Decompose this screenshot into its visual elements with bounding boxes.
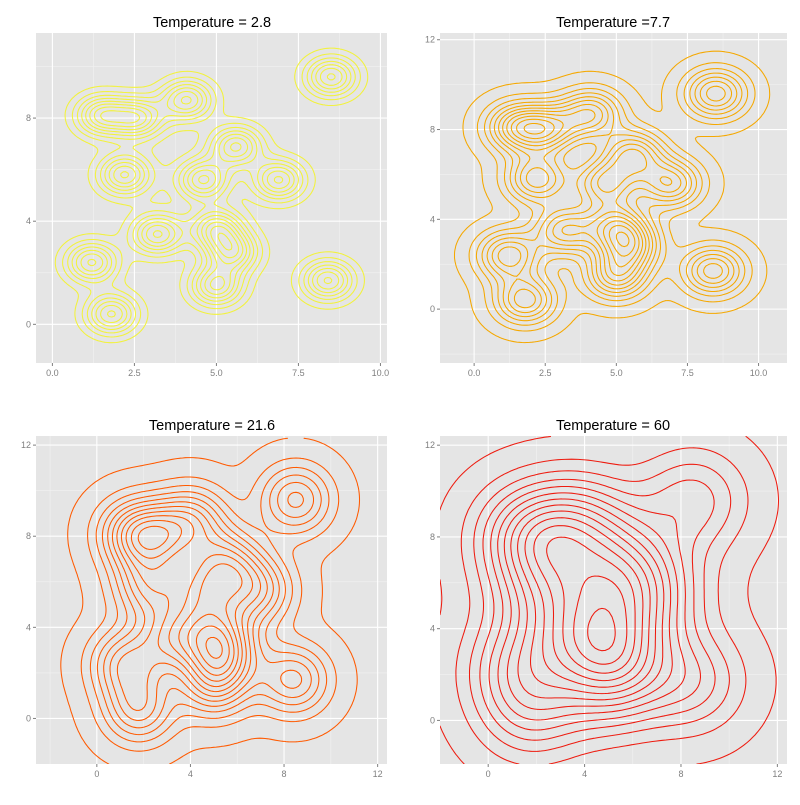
panel-title: Temperature = 21.6 — [149, 418, 275, 434]
contour-level-8 — [510, 504, 665, 701]
y-tick-label: 8 — [26, 113, 31, 123]
x-tick-label: 0 — [486, 769, 491, 779]
contour-level-5 — [103, 481, 315, 729]
contour-level-3 — [468, 463, 732, 752]
x-tick-label: 0 — [94, 769, 99, 779]
contour-level-6 — [497, 492, 686, 721]
contour-level-7 — [87, 73, 336, 318]
panel-1: Temperature = 2.8 0.0 2.5 5.0 7.5 10.0 0 4 8 — [26, 15, 389, 378]
contour-level-7 — [116, 505, 268, 711]
panel-title: Temperature = 60 — [556, 418, 670, 434]
contour-level-8 — [100, 110, 240, 259]
contour-level-13 — [205, 636, 223, 659]
contour-lines — [453, 50, 771, 344]
contour-level-4 — [71, 60, 352, 331]
contour-level-6 — [80, 67, 343, 324]
contour-level-6 — [491, 80, 733, 314]
contour-level-1 — [453, 50, 771, 344]
contour-level-4 — [481, 72, 743, 322]
panel-3: Temperature = 21.6 0 4 8 12 0 4 8 12 — [21, 418, 387, 779]
contour-level-2 — [468, 62, 756, 332]
contour-level-1 — [54, 47, 369, 344]
contour-level-9 — [510, 115, 644, 277]
contour-level-3 — [475, 67, 749, 326]
x-tick-label: 10.0 — [372, 368, 390, 378]
x-tick-label: 5.0 — [210, 368, 223, 378]
y-tick-label: 12 — [21, 440, 31, 450]
contour-level-12 — [195, 625, 230, 669]
contour-level-5 — [488, 485, 702, 731]
panel-background — [36, 33, 387, 363]
y-tick-label: 8 — [430, 125, 435, 135]
y-tick-label: 4 — [26, 622, 31, 632]
contour-level-6 — [109, 491, 304, 722]
x-tick-label: 7.5 — [681, 368, 694, 378]
contour-level-9 — [217, 232, 233, 251]
contour-level-3 — [89, 466, 330, 743]
contour-level-2 — [80, 457, 340, 752]
contour-lines — [60, 437, 361, 764]
x-tick-label: 2.5 — [539, 368, 552, 378]
panel-background — [440, 33, 787, 363]
contour-level-9 — [517, 510, 658, 695]
y-tick-label: 8 — [26, 531, 31, 541]
contour-level-11 — [523, 122, 636, 257]
y-tick-label: 4 — [430, 214, 435, 224]
contour-level-10 — [516, 118, 640, 268]
x-tick-label: 7.5 — [292, 368, 305, 378]
x-tick-label: 8 — [282, 769, 287, 779]
y-tick-label: 4 — [26, 216, 31, 226]
contour-level-10 — [524, 517, 651, 688]
contour-level-2 — [62, 53, 361, 338]
contour-lines — [440, 436, 780, 764]
contour-level-9 — [125, 515, 254, 688]
panel-background — [36, 436, 387, 764]
x-tick-label: 0.0 — [468, 368, 481, 378]
y-tick-label: 0 — [26, 319, 31, 329]
x-tick-label: 4 — [188, 769, 193, 779]
y-tick-label: 12 — [425, 440, 435, 450]
x-tick-label: 2.5 — [128, 368, 141, 378]
contour-level-11 — [137, 525, 235, 676]
x-tick-label: 4 — [582, 769, 587, 779]
contour-level-1 — [60, 437, 361, 764]
contour-level-8 — [120, 510, 262, 693]
panel-background — [440, 436, 787, 764]
contour-level-1 — [440, 436, 780, 764]
y-tick-label: 4 — [430, 624, 435, 634]
contour-level-7 — [503, 498, 673, 711]
contour-level-5 — [486, 76, 738, 318]
contour-level-13 — [573, 575, 628, 665]
y-tick-label: 0 — [26, 713, 31, 723]
panel-2: Temperature =7.7 0.0 2.5 5.0 7.5 10.0 0 4 8 12 — [425, 15, 787, 378]
x-tick-label: 0.0 — [46, 368, 59, 378]
contour-level-8 — [506, 109, 673, 282]
contour-lines — [54, 47, 369, 344]
y-tick-label: 0 — [430, 304, 435, 314]
panel-4: Temperature = 60 0 4 8 12 0 4 8 12 — [425, 418, 787, 779]
panel-title: Temperature =7.7 — [556, 15, 670, 31]
x-tick-label: 10.0 — [750, 368, 768, 378]
panel-title: Temperature = 2.8 — [153, 15, 271, 31]
contour-level-2 — [455, 447, 749, 764]
x-tick-label: 8 — [678, 769, 683, 779]
y-tick-label: 0 — [430, 715, 435, 725]
contour-level-4 — [96, 474, 322, 736]
contour-level-12 — [615, 231, 630, 248]
contour-level-7 — [497, 85, 726, 309]
contour-level-10 — [130, 519, 243, 682]
contour-level-12 — [546, 536, 636, 674]
contour-level-4 — [479, 478, 716, 741]
x-tick-label: 12 — [772, 769, 782, 779]
x-tick-label: 5.0 — [610, 368, 623, 378]
y-tick-label: 12 — [425, 35, 435, 45]
contour-level-14 — [587, 607, 616, 652]
contour-level-11 — [533, 525, 644, 682]
x-tick-label: 12 — [373, 769, 383, 779]
y-tick-label: 8 — [430, 532, 435, 542]
contour-level-5 — [75, 64, 348, 327]
contour-level-3 — [67, 57, 356, 334]
